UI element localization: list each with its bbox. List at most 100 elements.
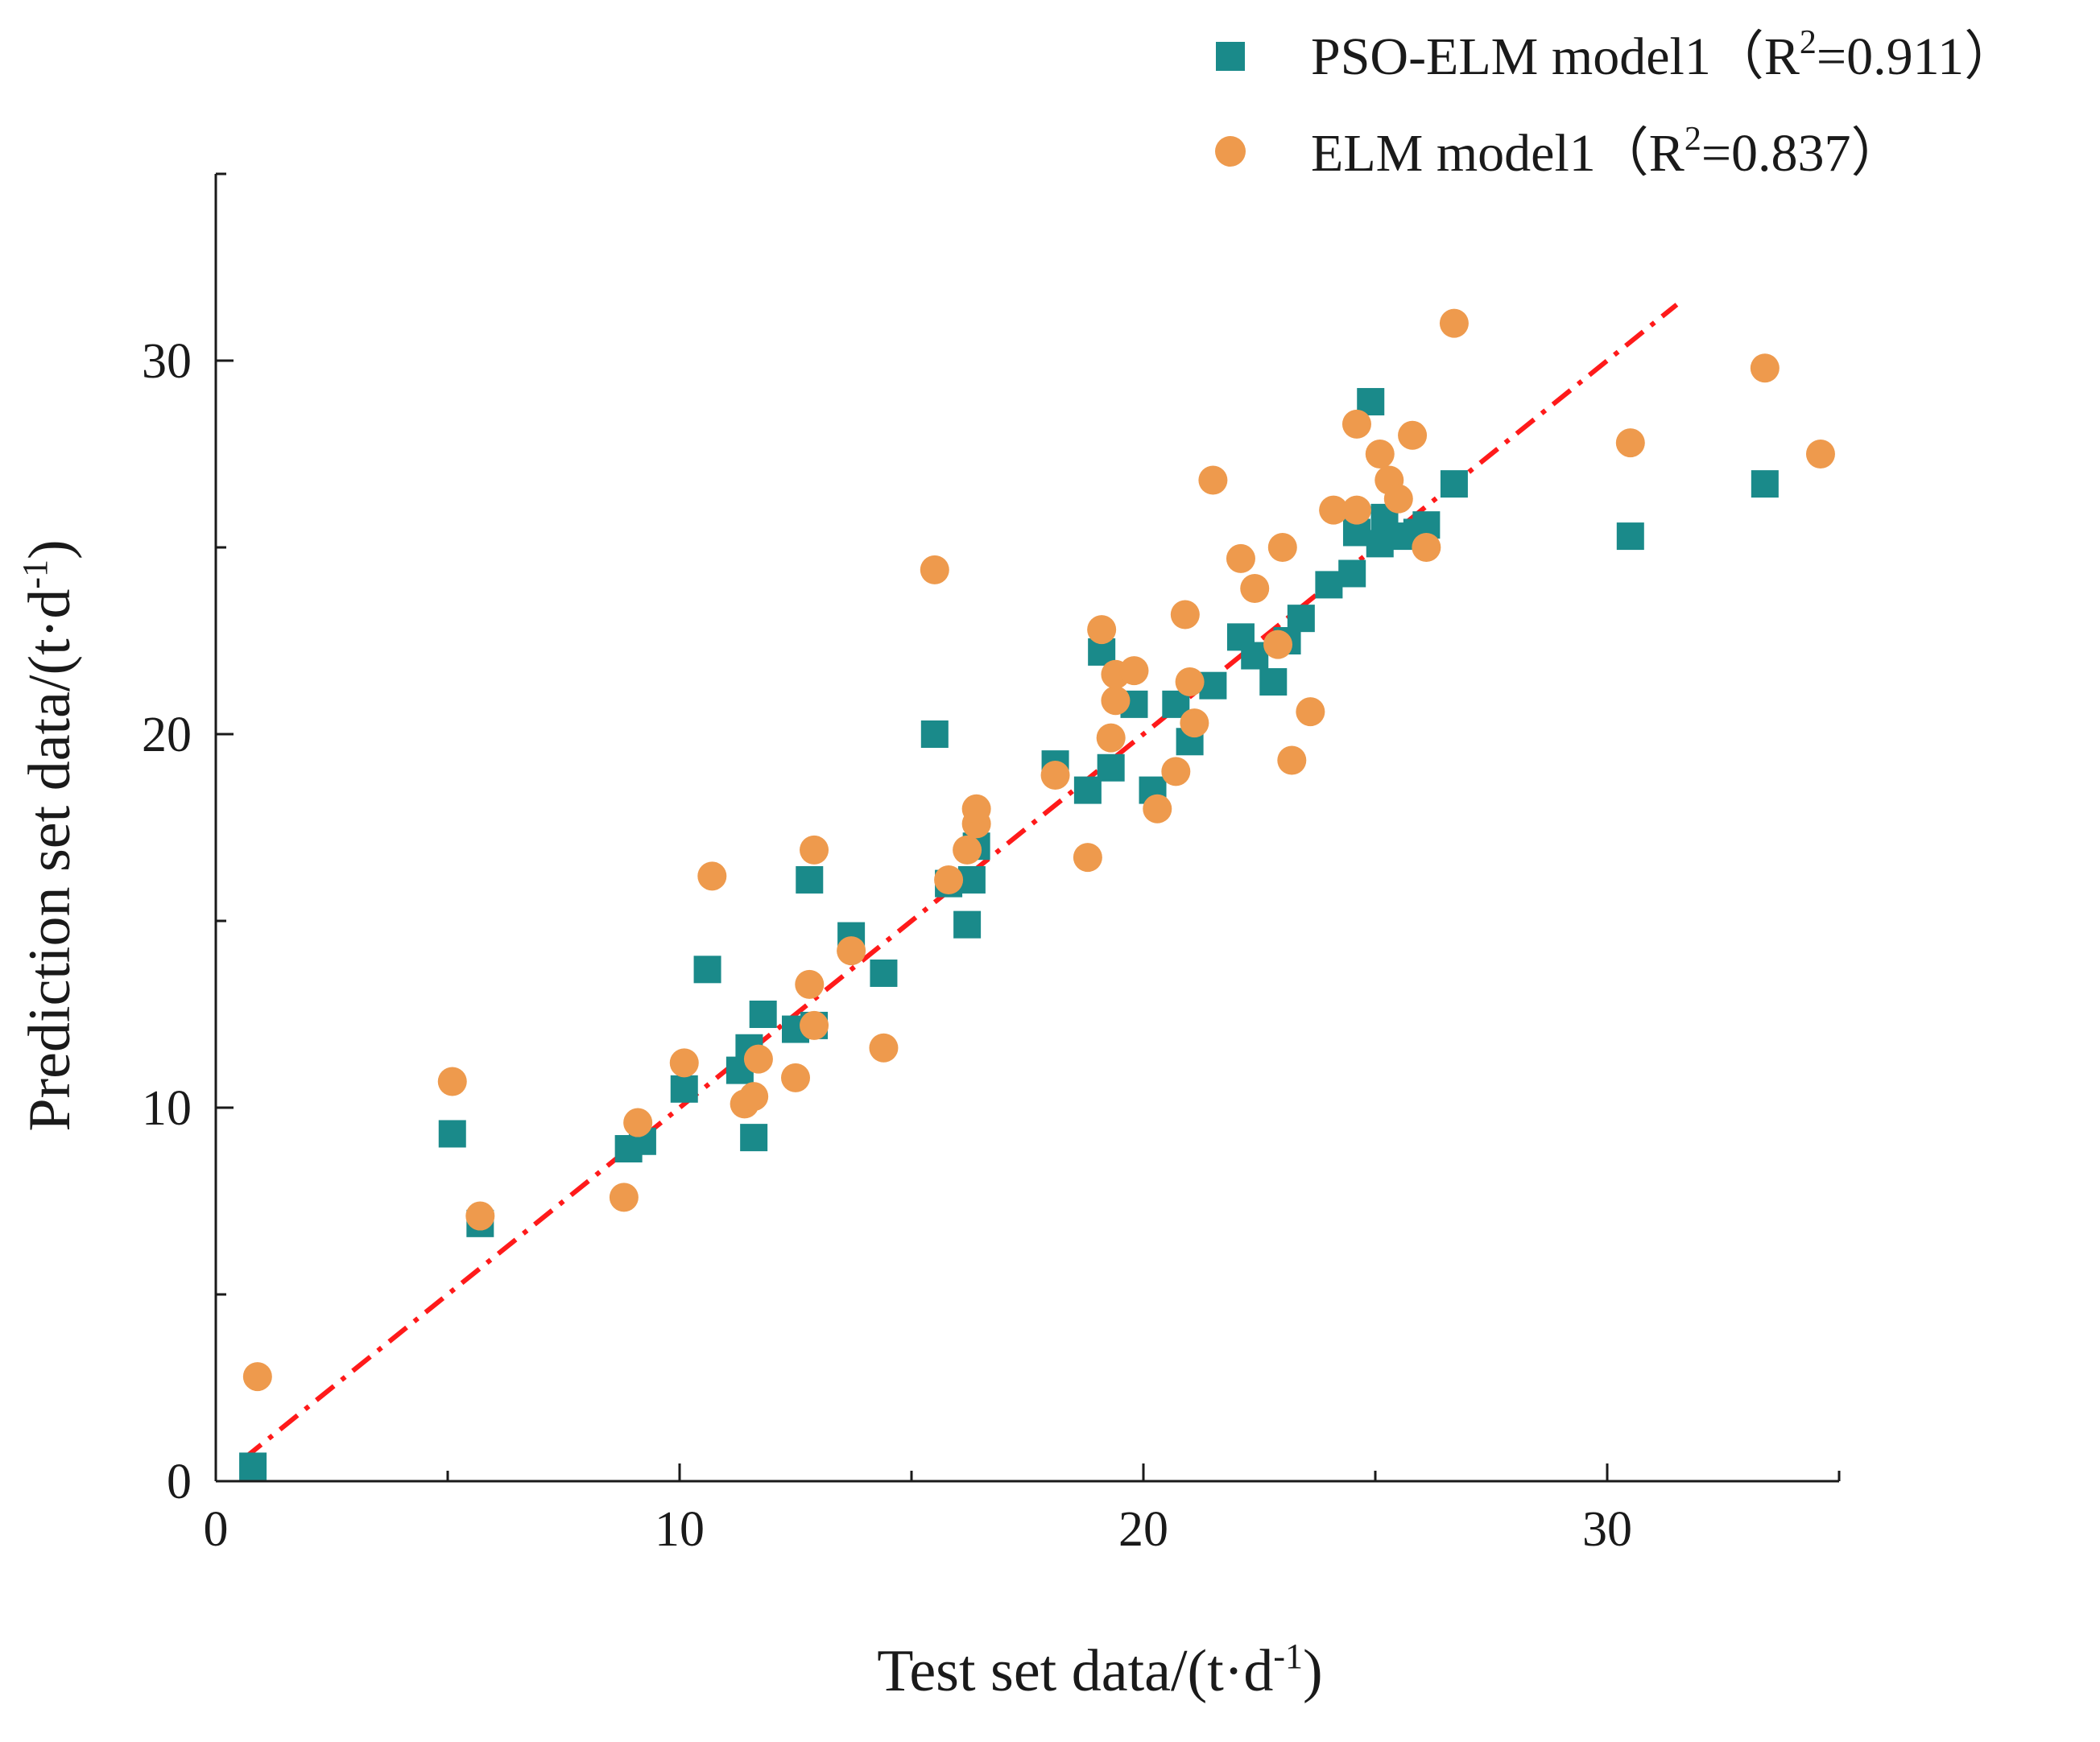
y-tick-label: 0 bbox=[167, 1455, 192, 1509]
legend-label-pso-elm-suffix: =0.911） bbox=[1817, 27, 2017, 86]
pso-elm-point bbox=[239, 1452, 267, 1480]
legend-item-elm: ELM model1（R2=0.837） bbox=[1215, 121, 1904, 183]
legend-label-elm-prefix: ELM model1（R bbox=[1311, 124, 1685, 183]
legend-marker-square bbox=[1216, 42, 1245, 71]
x-axis-title-sup: -1 bbox=[1273, 1637, 1303, 1676]
data-points bbox=[239, 308, 1835, 1480]
elm-point bbox=[1341, 495, 1371, 525]
x-tick-label: 0 bbox=[204, 1502, 229, 1557]
elm-point bbox=[242, 1362, 272, 1392]
elm-point bbox=[1398, 420, 1428, 450]
elm-point bbox=[961, 794, 991, 824]
legend-label-pso-elm-sup: 2 bbox=[1800, 24, 1817, 61]
x-tick-label: 30 bbox=[1582, 1502, 1632, 1557]
elm-point bbox=[934, 865, 964, 894]
legend-label-elm-suffix: =0.837） bbox=[1701, 124, 1904, 183]
elm-point bbox=[1143, 794, 1172, 824]
y-axis-title-sup: -1 bbox=[15, 559, 55, 589]
elm-point bbox=[781, 1063, 810, 1092]
elm-point bbox=[1412, 533, 1441, 562]
pso-elm-point bbox=[1440, 470, 1468, 498]
elm-point bbox=[1180, 708, 1209, 738]
elm-point bbox=[1267, 533, 1297, 562]
elm-point bbox=[920, 555, 949, 584]
elm-point bbox=[1119, 656, 1149, 686]
elm-point bbox=[800, 835, 829, 865]
elm-point bbox=[1296, 697, 1325, 727]
pso-elm-point bbox=[740, 1124, 768, 1152]
elm-point bbox=[800, 1010, 829, 1040]
pso-elm-point bbox=[1097, 753, 1125, 782]
x-axis-title-main: Test set data/(t·d bbox=[877, 1638, 1273, 1704]
elm-point bbox=[1240, 574, 1270, 604]
elm-point bbox=[1040, 761, 1070, 791]
elm-point bbox=[1087, 615, 1117, 645]
legend-item-pso-elm: PSO-ELM model1（R2=0.911） bbox=[1216, 24, 2017, 86]
elm-point bbox=[953, 835, 982, 865]
legend-label-pso-elm: PSO-ELM model1（R2=0.911） bbox=[1311, 24, 2017, 86]
pso-elm-point bbox=[1259, 668, 1288, 696]
elm-point bbox=[1226, 543, 1255, 573]
elm-point bbox=[1439, 308, 1469, 338]
y-tick-label: 10 bbox=[142, 1081, 192, 1136]
pso-elm-point bbox=[870, 959, 898, 987]
y-axis-title: Prediction set data/(t·d-1) bbox=[15, 539, 83, 1131]
axes bbox=[214, 174, 1839, 1483]
elm-point bbox=[1341, 409, 1371, 439]
pso-elm-point bbox=[796, 865, 824, 894]
elm-point bbox=[1096, 723, 1126, 753]
legend-label-elm-sup: 2 bbox=[1685, 121, 1701, 158]
pso-elm-point bbox=[1287, 605, 1315, 633]
pso-elm-point bbox=[670, 1075, 698, 1103]
x-tick-label: 10 bbox=[655, 1502, 705, 1557]
elm-point bbox=[697, 861, 727, 891]
x-axis-title-tail: ) bbox=[1303, 1638, 1323, 1704]
elm-point bbox=[795, 969, 825, 999]
elm-point bbox=[1805, 440, 1835, 469]
pso-elm-point bbox=[1315, 571, 1343, 599]
elm-point bbox=[1750, 353, 1780, 383]
pso-elm-point bbox=[1751, 470, 1779, 498]
elm-point bbox=[743, 1044, 773, 1074]
elm-point bbox=[1263, 630, 1293, 659]
legend-label-pso-elm-prefix: PSO-ELM model1（R bbox=[1311, 27, 1800, 86]
pso-elm-point bbox=[749, 1001, 777, 1028]
elm-point bbox=[1365, 440, 1395, 469]
elm-point bbox=[437, 1067, 467, 1096]
elm-point bbox=[869, 1033, 899, 1063]
elm-point bbox=[739, 1082, 769, 1112]
elm-point bbox=[623, 1108, 653, 1137]
y-tick-label: 30 bbox=[142, 334, 192, 389]
pso-elm-point bbox=[1073, 776, 1102, 804]
ticks: 0 10 20 30 0 10 20 30 bbox=[142, 172, 1841, 1557]
elm-point bbox=[1170, 600, 1200, 630]
elm-point bbox=[1175, 667, 1205, 697]
pso-elm-point bbox=[953, 910, 982, 939]
legend-marker-circle bbox=[1215, 136, 1246, 167]
elm-point bbox=[1161, 757, 1191, 786]
pso-elm-point bbox=[1338, 559, 1366, 588]
elm-point bbox=[1615, 428, 1645, 458]
elm-point bbox=[1198, 465, 1228, 495]
elm-point bbox=[465, 1201, 495, 1231]
x-tick-label: 20 bbox=[1118, 1502, 1168, 1557]
elm-point bbox=[1383, 484, 1413, 514]
pso-elm-point bbox=[1616, 522, 1644, 551]
elm-point bbox=[609, 1183, 639, 1212]
legend-label-elm: ELM model1（R2=0.837） bbox=[1311, 121, 1904, 183]
elm-point bbox=[1277, 745, 1307, 775]
elm-point bbox=[1319, 495, 1349, 525]
y-tick-label: 20 bbox=[142, 708, 192, 762]
pso-elm-point bbox=[920, 720, 949, 748]
elm-point bbox=[837, 936, 866, 966]
legend: PSO-ELM model1（R2=0.911） ELM model1（R2=0… bbox=[1215, 24, 2017, 183]
y-axis-title-tail: ) bbox=[17, 539, 83, 559]
elm-point bbox=[1073, 843, 1102, 873]
elm-point bbox=[1101, 686, 1131, 716]
pso-elm-point bbox=[438, 1120, 466, 1148]
x-axis-title: Test set data/(t·d-1) bbox=[877, 1637, 1322, 1704]
elm-point bbox=[669, 1048, 699, 1078]
pso-elm-point bbox=[1199, 671, 1227, 700]
pso-elm-point bbox=[693, 956, 721, 984]
